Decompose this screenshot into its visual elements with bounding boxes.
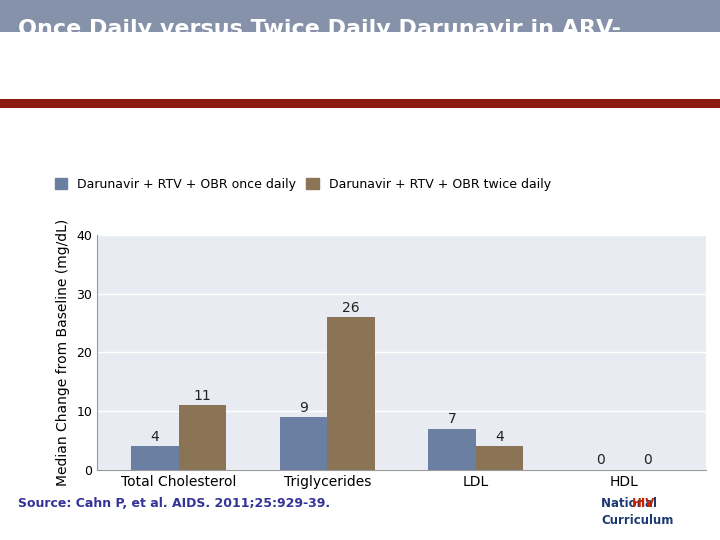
Bar <box>0 0 720 32</box>
Text: Curriculum: Curriculum <box>601 514 674 526</box>
Text: 11: 11 <box>194 389 212 403</box>
Text: HIV: HIV <box>631 497 654 510</box>
Bar <box>327 317 374 470</box>
Text: 9: 9 <box>299 401 308 415</box>
Text: National: National <box>601 497 662 510</box>
Text: Experienced ODIN: Result: Experienced ODIN: Result <box>18 54 341 74</box>
Text: 26: 26 <box>342 301 360 315</box>
Text: Once Daily versus Twice Daily Darunavir in ARV-: Once Daily versus Twice Daily Darunavir … <box>18 19 621 39</box>
Bar <box>131 446 179 470</box>
Bar <box>179 405 226 470</box>
Bar <box>0 99 720 108</box>
Text: 4: 4 <box>150 430 159 444</box>
Text: Source: Cahn P, et al. AIDS. 2011;25:929-39.: Source: Cahn P, et al. AIDS. 2011;25:929… <box>18 497 330 510</box>
Legend: Darunavir + RTV + OBR once daily, Darunavir + RTV + OBR twice daily: Darunavir + RTV + OBR once daily, Daruna… <box>55 178 551 191</box>
Text: 7: 7 <box>447 413 456 427</box>
Y-axis label: Median Change from Baseline (mg/dL): Median Change from Baseline (mg/dL) <box>55 219 70 486</box>
Text: 4: 4 <box>495 430 504 444</box>
Bar <box>428 429 476 470</box>
Bar <box>476 446 523 470</box>
Text: 0: 0 <box>596 454 605 468</box>
Text: Week 48: Changes in Lipids from Baseline: Week 48: Changes in Lipids from Baseline <box>18 119 410 137</box>
Bar <box>280 417 327 470</box>
Text: 0: 0 <box>644 454 652 468</box>
